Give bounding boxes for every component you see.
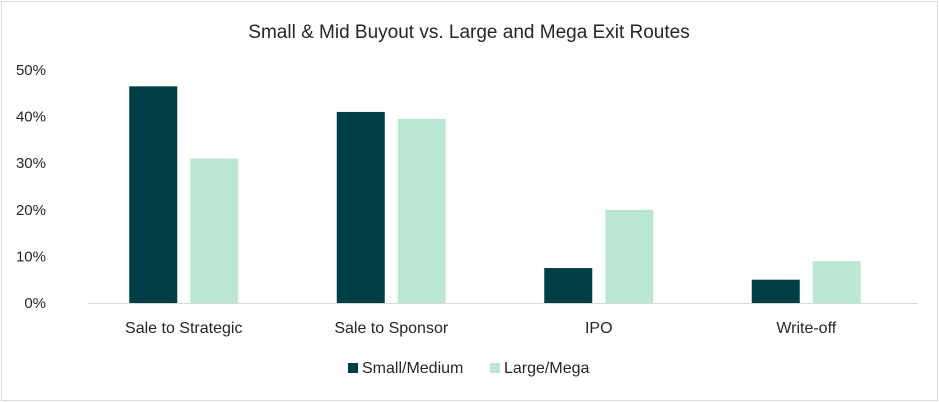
- bar-large-mega-1: [397, 118, 446, 304]
- bar-small-medium-2: [544, 268, 593, 303]
- chart-title: Small & Mid Buyout vs. Large and Mega Ex…: [248, 22, 689, 43]
- category-labels: Sale to Strategic Sale to Sponsor IPO Write…: [125, 320, 837, 337]
- bar-small-medium-0: [129, 86, 178, 303]
- y-tick-label: 50%: [16, 62, 46, 79]
- y-axis-ticks: 0% 10% 20% 30% 40% 50%: [16, 62, 46, 312]
- x-category-label: Sale to Strategic: [125, 320, 242, 337]
- x-category-label: IPO: [585, 320, 613, 337]
- legend: Small/Medium Large/Mega: [348, 360, 589, 377]
- legend-label: Small/Medium: [362, 360, 463, 377]
- legend-label: Large/Mega: [504, 360, 589, 377]
- y-tick-label: 30%: [16, 155, 46, 172]
- legend-swatch: [490, 363, 500, 373]
- y-tick-label: 10%: [16, 248, 46, 265]
- y-tick-label: 40%: [16, 109, 46, 126]
- y-tick-label: 20%: [16, 202, 46, 219]
- legend-swatch: [348, 363, 358, 373]
- bars-group: [129, 86, 861, 304]
- bar-large-mega-2: [605, 209, 654, 303]
- x-category-label: Sale to Sponsor: [334, 320, 449, 337]
- y-tick-label: 0%: [24, 295, 46, 312]
- bar-large-mega-0: [190, 158, 239, 303]
- bar-small-medium-3: [751, 279, 800, 303]
- bar-small-medium-1: [336, 111, 385, 303]
- bar-large-mega-3: [812, 261, 861, 303]
- x-category-label: Write-off: [776, 320, 836, 337]
